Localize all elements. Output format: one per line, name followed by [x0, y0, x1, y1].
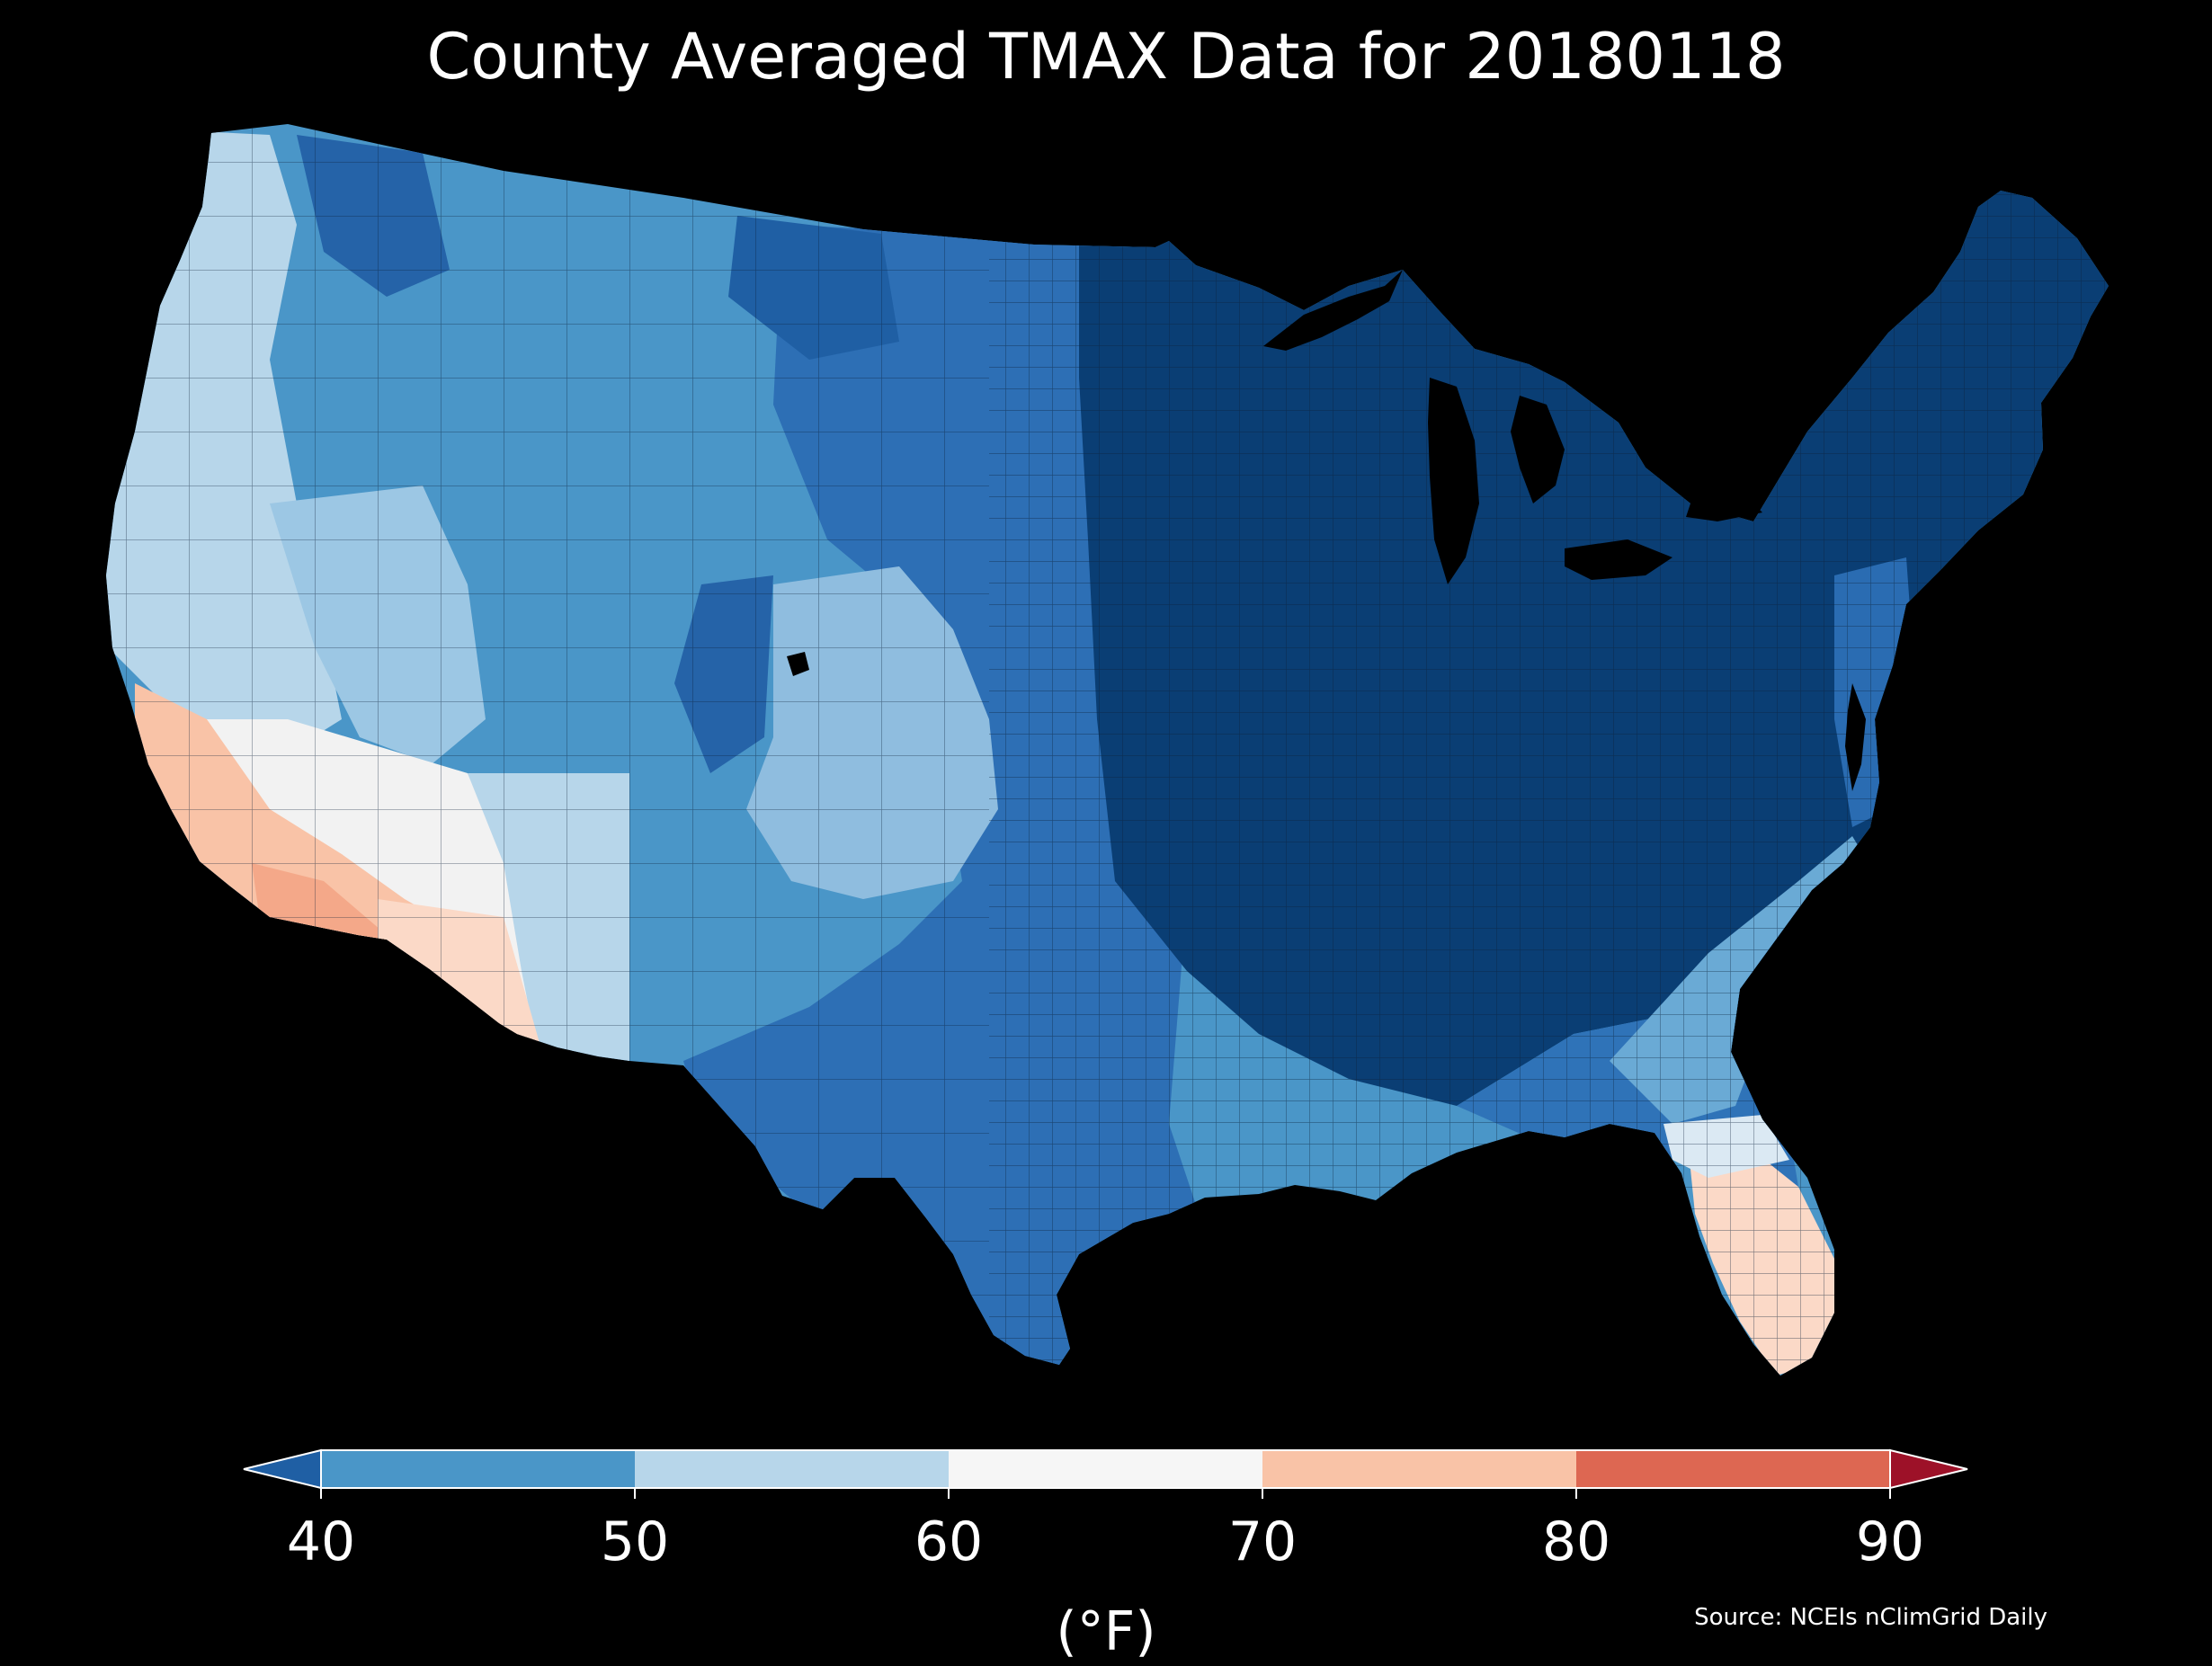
lake-huron: [1511, 396, 1565, 503]
colorbar-bin-60-70: [949, 1450, 1262, 1488]
great-salt-lake: [787, 652, 809, 676]
map-title: County Averaged TMAX Data for 20180118: [426, 20, 1786, 94]
lake-ontario: [1686, 494, 1762, 521]
colorbar-bin-70-80: [1262, 1450, 1576, 1488]
colorbar-tick-label-40: 40: [286, 1510, 356, 1573]
lake-erie: [1565, 539, 1672, 580]
lake-michigan: [1428, 378, 1479, 584]
colorbar-bin-50-60: [635, 1450, 949, 1488]
colorbar-tick-label-90: 90: [1855, 1510, 1925, 1573]
colorbar-over-arrow: [1889, 1448, 1968, 1490]
colorbar-frame: [320, 1449, 1891, 1489]
chesapeake-bay: [1845, 683, 1866, 791]
colorbar-bin-80-90: [1576, 1450, 1890, 1488]
colorbar-tick-label-50: 50: [600, 1510, 670, 1573]
source-credit: Source: NCEIs nClimGrid Daily: [1694, 1604, 2047, 1631]
colorbar-tick-label-60: 60: [914, 1510, 984, 1573]
colorbar-tick-label-80: 80: [1541, 1510, 1611, 1573]
colorbar-tick-label-70: 70: [1227, 1510, 1298, 1573]
lake-superior: [1263, 270, 1403, 351]
colorbar-bin-40-50: [321, 1450, 635, 1488]
colorbar-units-label: (°F): [1056, 1600, 1156, 1663]
colorbar-under-arrow: [243, 1448, 322, 1490]
